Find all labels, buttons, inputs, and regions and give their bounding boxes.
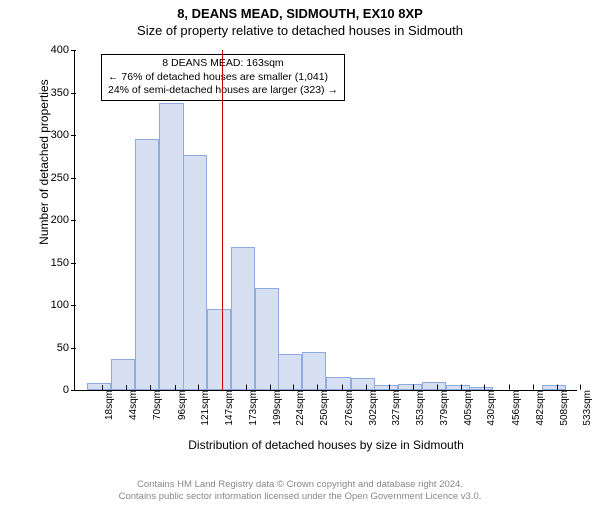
x-tick: 199sqm: [270, 390, 283, 426]
histogram-bar: [278, 354, 302, 390]
plot-area: Number of detached properties Distributi…: [74, 50, 577, 391]
footer-line1: Contains HM Land Registry data © Crown c…: [0, 479, 600, 490]
footer-line2: Contains public sector information licen…: [0, 491, 600, 502]
y-tick: 300: [51, 129, 75, 141]
main-title: 8, DEANS MEAD, SIDMOUTH, EX10 8XP: [0, 6, 600, 21]
histogram-bar: [159, 103, 183, 390]
x-tick: 70sqm: [150, 390, 163, 420]
info-box: 8 DEANS MEAD: 163sqm ← 76% of detached h…: [101, 54, 345, 101]
x-tick: 430sqm: [484, 390, 497, 426]
reference-line: [222, 50, 223, 390]
y-tick: 200: [51, 214, 75, 226]
y-tick: 150: [51, 257, 75, 269]
y-tick: 100: [51, 299, 75, 311]
x-tick: 96sqm: [175, 390, 188, 420]
x-tick: 18sqm: [102, 390, 115, 420]
histogram-bar: [351, 378, 375, 390]
histogram-bar: [326, 377, 350, 390]
infobox-line1: 8 DEANS MEAD: 163sqm: [108, 57, 338, 71]
y-tick: 250: [51, 172, 75, 184]
x-tick: 147sqm: [222, 390, 235, 426]
sub-title: Size of property relative to detached ho…: [0, 23, 600, 38]
histogram-bar: [207, 309, 231, 390]
histogram-bar: [231, 247, 255, 390]
infobox-line3: 24% of semi-detached houses are larger (…: [108, 84, 338, 98]
x-tick: 508sqm: [557, 390, 570, 426]
infobox-line2: ← 76% of detached houses are smaller (1,…: [108, 71, 338, 85]
x-tick: 533sqm: [580, 390, 593, 426]
y-tick: 0: [63, 384, 75, 396]
x-tick: 405sqm: [461, 390, 474, 426]
y-tick: 50: [57, 342, 75, 354]
histogram-bar: [111, 359, 135, 390]
y-tick: 350: [51, 87, 75, 99]
x-tick: 224sqm: [293, 390, 306, 426]
x-tick: 173sqm: [246, 390, 259, 426]
x-tick: 250sqm: [317, 390, 330, 426]
x-tick: 44sqm: [126, 390, 139, 420]
chart-container: Number of detached properties Distributi…: [48, 50, 576, 420]
y-axis-label: Number of detached properties: [37, 79, 51, 244]
x-tick: 482sqm: [533, 390, 546, 426]
histogram-bar: [87, 383, 111, 390]
histogram-bar: [135, 139, 159, 390]
x-tick: 353sqm: [413, 390, 426, 426]
y-tick: 400: [51, 44, 75, 56]
x-tick: 327sqm: [389, 390, 402, 426]
x-tick: 379sqm: [437, 390, 450, 426]
histogram-bar: [302, 352, 326, 390]
histogram-bar: [422, 382, 446, 390]
histogram-bar: [255, 288, 279, 390]
x-tick: 276sqm: [342, 390, 355, 426]
histogram-bar: [183, 155, 207, 390]
footer: Contains HM Land Registry data © Crown c…: [0, 479, 600, 502]
x-tick: 302sqm: [366, 390, 379, 426]
x-axis-label: Distribution of detached houses by size …: [188, 438, 464, 452]
x-tick: 121sqm: [198, 390, 211, 426]
x-tick: 456sqm: [509, 390, 522, 426]
